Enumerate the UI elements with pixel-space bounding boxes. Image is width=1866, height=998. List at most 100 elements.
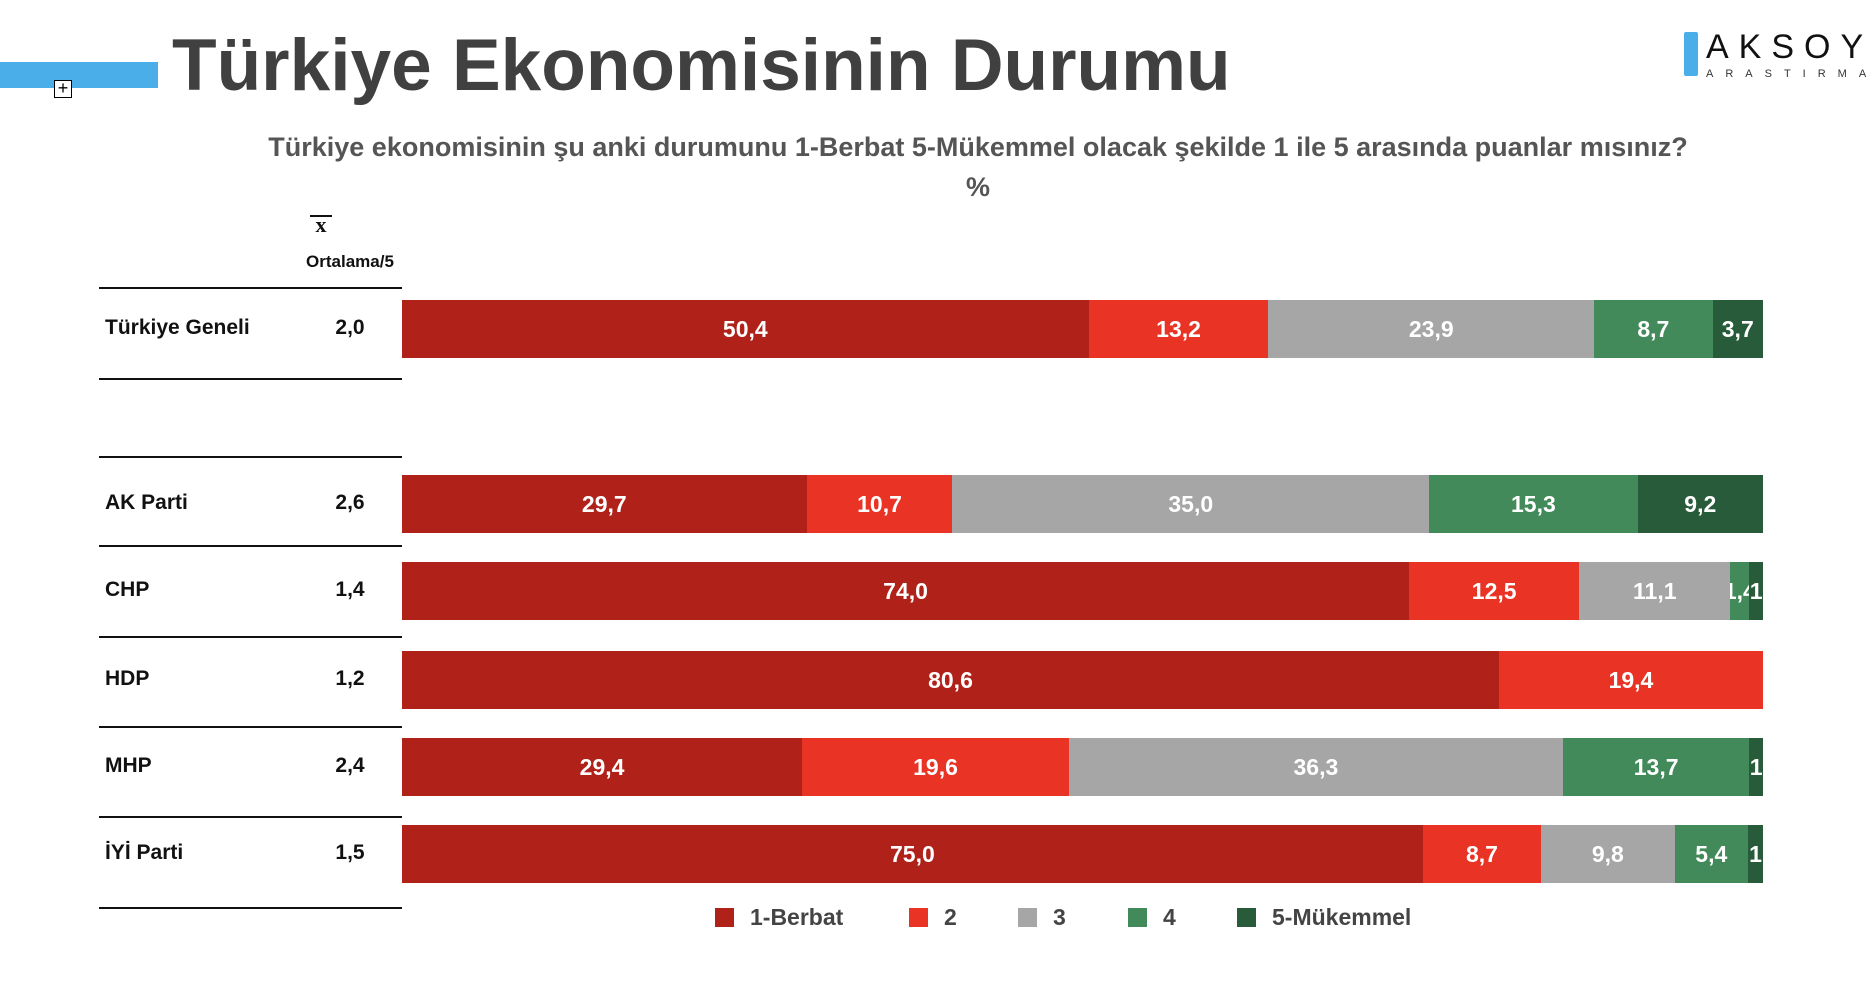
average-value: 1,4 (335, 578, 365, 601)
data-label: 8,7 (1637, 315, 1670, 342)
bar-segment: 29,7 (402, 475, 807, 533)
bar-segment: 74,0 (402, 562, 1410, 620)
category-label: İYİ Parti (105, 841, 184, 864)
legend-swatch (1237, 908, 1256, 927)
average-value: 1,2 (335, 667, 365, 690)
row-divider (99, 545, 402, 547)
data-label: 10,7 (857, 490, 902, 517)
bar-segment: 19,6 (802, 738, 1069, 796)
bar-segment: 9,2 (1637, 475, 1763, 533)
bar-segment: 35,0 (952, 475, 1430, 533)
data-label: 1 (1749, 840, 1762, 867)
data-label: 15,3 (1511, 490, 1556, 517)
bar-segment: 19,4 (1498, 651, 1763, 709)
bar-segment: 75,0 (402, 825, 1423, 883)
bar-segment: 15,3 (1429, 475, 1638, 533)
legend-swatch (1018, 908, 1037, 927)
legend-label: 2 (944, 904, 957, 930)
category-label: MHP (105, 754, 152, 777)
bar-segment: 12,5 (1409, 562, 1580, 620)
bar-segment: 13,7 (1562, 738, 1750, 796)
data-label: 13,7 (1633, 753, 1679, 780)
data-label: 5,4 (1695, 840, 1728, 867)
legend-label: 5-Mükemmel (1272, 904, 1412, 930)
data-label: 50,4 (722, 315, 768, 342)
data-label: 1 (1749, 753, 1763, 780)
data-label: 3,7 (1721, 315, 1754, 342)
stacked-bar: 74,0 12,5 11,1 1,41 (402, 562, 1763, 620)
category-label: CHP (105, 578, 150, 601)
stacked-bar: 29,7 10,7 35,0 15,3 9,2 (402, 475, 1763, 533)
bar-segment: 1,4 (1730, 562, 1750, 620)
row-divider (99, 456, 402, 458)
legend-swatch (909, 908, 928, 927)
logo-sub-text: ARASTIRMA (1706, 68, 1866, 80)
category-label: HDP (105, 667, 150, 690)
legend-item: 5-Mükemmel (1237, 904, 1411, 931)
logo-mark-icon (1684, 32, 1698, 76)
data-label: 23,9 (1408, 315, 1454, 342)
data-label: 35,0 (1168, 490, 1214, 517)
accent-bar (0, 62, 158, 88)
data-label: 8,7 (1465, 840, 1498, 867)
data-label: 1 (1749, 577, 1763, 604)
average-header: Ortalama/5 (306, 252, 394, 271)
category-label: AK Parti (105, 491, 188, 514)
data-label: 12,5 (1471, 577, 1517, 604)
bar-segment: 5,4 (1674, 825, 1749, 883)
bar-segment: 13,2 (1088, 300, 1269, 358)
row-divider (99, 907, 402, 909)
expand-plus-icon[interactable]: + (54, 79, 72, 98)
bar-segment: 8,7 (1594, 300, 1713, 358)
row-divider (99, 816, 402, 818)
legend-item: 2 (909, 904, 957, 931)
stacked-bar: 50,4 13,2 23,9 8,7 3,7 (402, 300, 1763, 358)
data-label: 9,2 (1684, 490, 1717, 517)
bar-segment: 1 (1749, 562, 1763, 620)
row-divider (99, 636, 402, 638)
data-label: 74,0 (883, 577, 928, 604)
bar-segment: 50,4 (402, 300, 1089, 358)
bar-segment: 8,7 (1422, 825, 1542, 883)
bar-segment: 9,8 (1541, 825, 1675, 883)
average-value: 1,5 (335, 841, 365, 864)
stacked-bar: 80,6 19,4 (402, 651, 1763, 709)
bar-segment: 11,1 (1579, 562, 1731, 620)
logo-main-text: AKSOY (1706, 28, 1866, 66)
unit-label: % (965, 172, 990, 202)
data-label: 29,7 (581, 490, 627, 517)
bar-segment: 36,3 (1068, 738, 1563, 796)
row-divider (99, 378, 402, 380)
legend-swatch (1128, 908, 1147, 927)
average-value: 2,6 (335, 491, 365, 514)
row-divider (99, 287, 402, 289)
bar-segment: 10,7 (806, 475, 953, 533)
bar-segment: 23,9 (1268, 300, 1595, 358)
legend-label: 3 (1053, 904, 1066, 930)
average-value: 2,0 (335, 316, 365, 339)
legend-label: 4 (1163, 904, 1176, 930)
bar-segment: 1 (1748, 825, 1763, 883)
data-label: 75,0 (889, 840, 935, 867)
stacked-bar: 75,0 8,7 9,8 5,4 1 (402, 825, 1763, 883)
stacked-bar: 29,4 19,6 36,3 13,7 1 (402, 738, 1763, 796)
data-label: 29,4 (579, 753, 625, 780)
legend-item: 1-Berbat (715, 904, 843, 931)
aksoy-logo: AKSOY ARASTIRMA (1684, 28, 1866, 84)
legend-item: 3 (1018, 904, 1066, 931)
data-label: 9,8 (1591, 840, 1624, 867)
data-label: 19,4 (1608, 666, 1654, 693)
legend-label: 1-Berbat (750, 904, 844, 930)
bar-segment: 29,4 (402, 738, 803, 796)
bar-segment: 80,6 (402, 651, 1499, 709)
chart-question: Türkiye ekonomisinin şu anki durumunu 1-… (268, 132, 1688, 162)
average-value: 2,4 (335, 754, 365, 777)
legend-item: 4 (1128, 904, 1176, 931)
data-label: 1,4 (1730, 577, 1749, 604)
data-label: 11,1 (1633, 577, 1677, 604)
data-label: 36,3 (1293, 753, 1339, 780)
data-label: 13,2 (1156, 315, 1201, 342)
category-label: Türkiye Geneli (105, 316, 250, 339)
page-title: Türkiye Ekonomisinin Durumu (172, 25, 1231, 106)
legend-swatch (715, 908, 734, 927)
